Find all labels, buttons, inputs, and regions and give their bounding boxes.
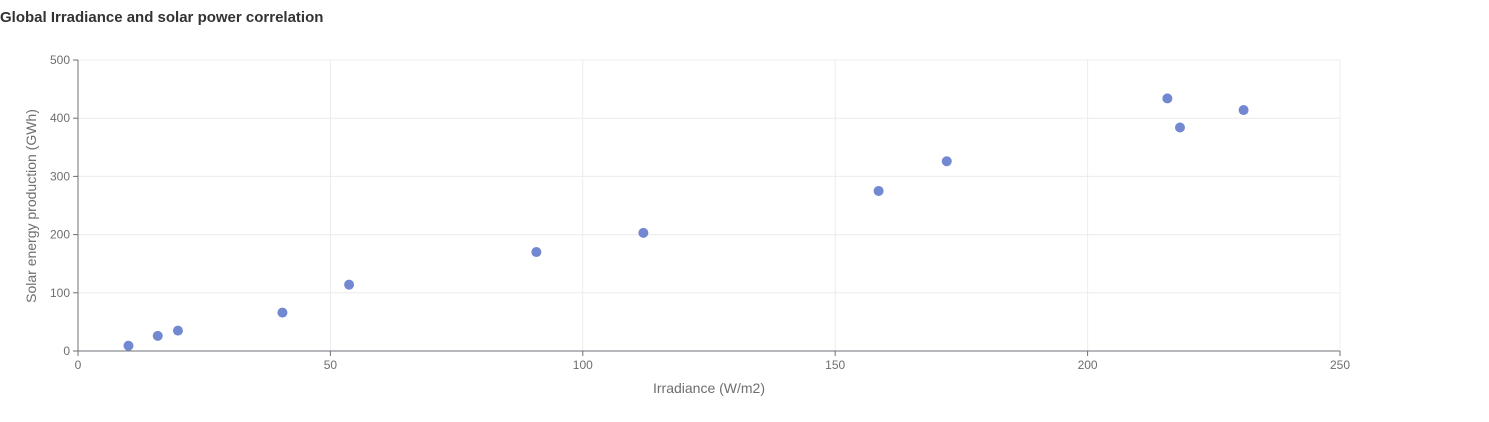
y-tick-label: 100	[50, 286, 70, 300]
data-point[interactable]	[1238, 105, 1249, 116]
x-tick-label: 150	[825, 358, 845, 372]
x-axis-title: Irradiance (W/m2)	[653, 380, 765, 396]
data-point[interactable]	[152, 330, 163, 341]
x-axis: 0 50 100 150 200 250	[75, 350, 1350, 372]
y-axis-title: Solar energy production (GWh)	[23, 109, 39, 303]
y-tick-label: 300	[50, 169, 70, 183]
x-tick-label: 50	[324, 358, 338, 372]
x-tick-label: 200	[1078, 358, 1098, 372]
x-tick-label: 0	[75, 358, 82, 372]
y-tick-label: 0	[63, 344, 70, 358]
data-points	[123, 93, 1249, 351]
data-point[interactable]	[531, 247, 542, 258]
data-point[interactable]	[172, 325, 183, 336]
y-tick-label: 200	[50, 228, 70, 242]
y-tick-label: 500	[50, 53, 70, 67]
data-point[interactable]	[638, 227, 649, 238]
data-point[interactable]	[1162, 93, 1173, 104]
data-point[interactable]	[873, 185, 884, 196]
data-point[interactable]	[1174, 122, 1185, 133]
data-point[interactable]	[123, 340, 134, 351]
data-point[interactable]	[941, 156, 952, 167]
x-tick-label: 250	[1330, 358, 1350, 372]
data-point[interactable]	[344, 279, 355, 290]
grid-lines	[78, 59, 1341, 351]
y-axis: 0 100 200 300 400 500	[50, 53, 79, 358]
chart-title: Global Irradiance and solar power correl…	[0, 9, 324, 26]
x-tick-label: 100	[573, 358, 593, 372]
data-point[interactable]	[277, 307, 288, 318]
y-tick-label: 400	[50, 111, 70, 125]
